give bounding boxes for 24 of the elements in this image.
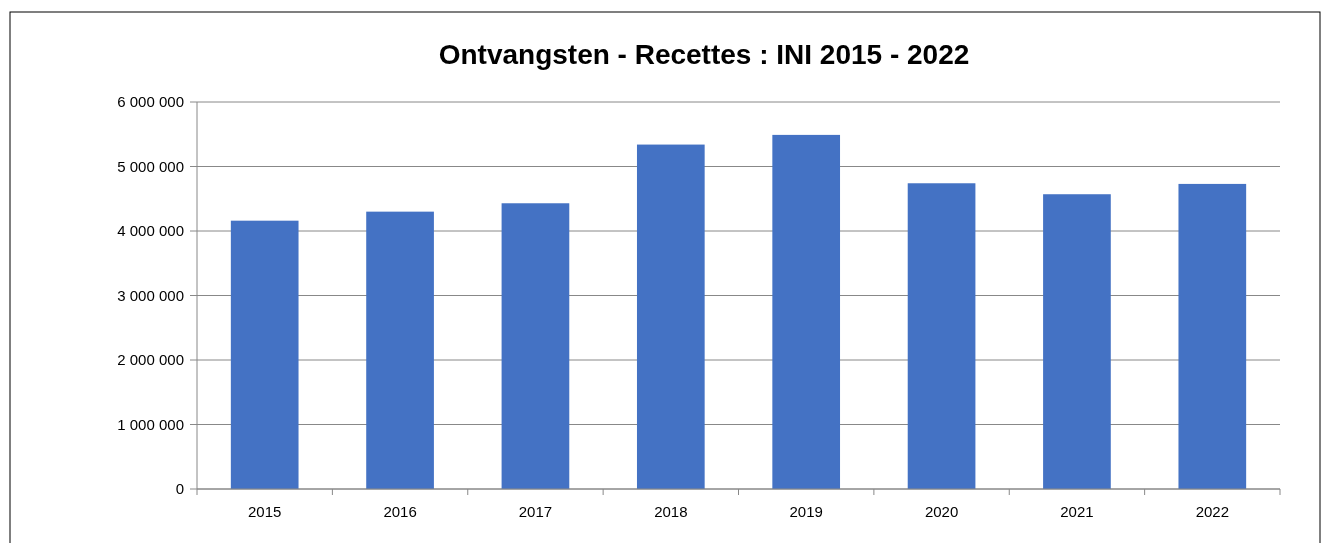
x-tick-label: 2021	[1060, 503, 1094, 520]
x-tick-label: 2020	[924, 503, 959, 520]
y-tick-label: 3 000 000	[117, 286, 184, 304]
bar	[1178, 183, 1247, 489]
y-tick-label: 1 000 000	[117, 415, 184, 433]
x-tick-label: 2016	[383, 503, 417, 520]
y-tick-label: 2 000 000	[117, 351, 184, 369]
bar	[366, 211, 434, 489]
chart-title: Ontvangsten - Recettes : INI 2015 - 2022	[438, 39, 970, 70]
bar	[907, 183, 976, 489]
y-tick-label: 4 000 000	[117, 222, 184, 240]
x-tick-label: 2018	[654, 503, 688, 520]
bar	[501, 203, 570, 489]
x-tick-label: 2017	[518, 503, 553, 520]
x-tick-label: 2022	[1195, 503, 1229, 520]
y-tick-label: 5 000 000	[117, 157, 184, 175]
x-tick-label: 2019	[789, 503, 823, 520]
bar	[1043, 194, 1111, 489]
bar	[636, 144, 705, 489]
x-tick-label: 2015	[248, 503, 282, 520]
bar	[230, 220, 299, 489]
y-tick-label: 6 000 000	[117, 93, 184, 111]
y-tick-label: 0	[175, 480, 184, 498]
bar	[772, 134, 841, 489]
